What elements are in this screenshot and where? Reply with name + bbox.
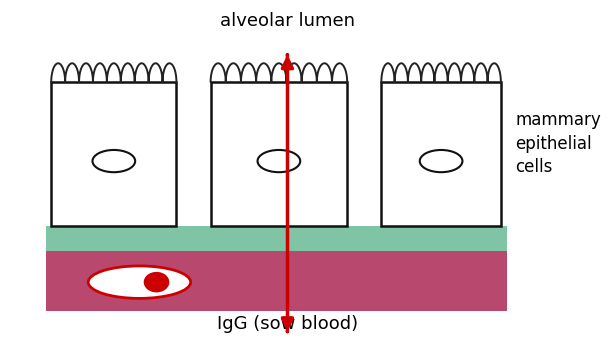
Bar: [46, 226, 506, 251]
Ellipse shape: [95, 269, 184, 295]
Ellipse shape: [88, 266, 191, 298]
Bar: [381, 82, 501, 226]
Bar: [51, 82, 176, 226]
Text: IgG (sow blood): IgG (sow blood): [217, 315, 358, 333]
Text: alveolar lumen: alveolar lumen: [220, 12, 355, 30]
Ellipse shape: [144, 272, 170, 292]
Bar: [210, 82, 347, 226]
Bar: [46, 251, 506, 311]
Text: mammary
epithelial
cells: mammary epithelial cells: [515, 111, 601, 176]
